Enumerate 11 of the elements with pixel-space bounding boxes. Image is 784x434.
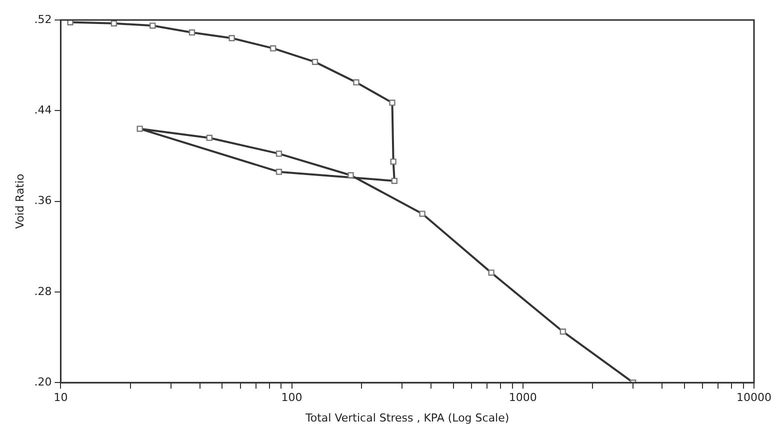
y-tick-label: .44 xyxy=(34,104,52,117)
x-tick-label: 1000 xyxy=(508,391,537,404)
x-tick-label: 10 xyxy=(54,391,68,404)
y-tick-label: .28 xyxy=(34,284,52,298)
x-axis-title: Total Vertical Stress , KPA (Log Scale) xyxy=(304,411,510,424)
y-tick-label: .36 xyxy=(34,194,52,208)
y-axis-title: Void Ratio xyxy=(13,173,26,229)
x-tick-label: 100 xyxy=(281,391,302,404)
x-tick-label: 10000 xyxy=(736,391,772,404)
y-tick-label: .20 xyxy=(34,375,52,388)
y-tick-label: .52 xyxy=(34,12,52,26)
